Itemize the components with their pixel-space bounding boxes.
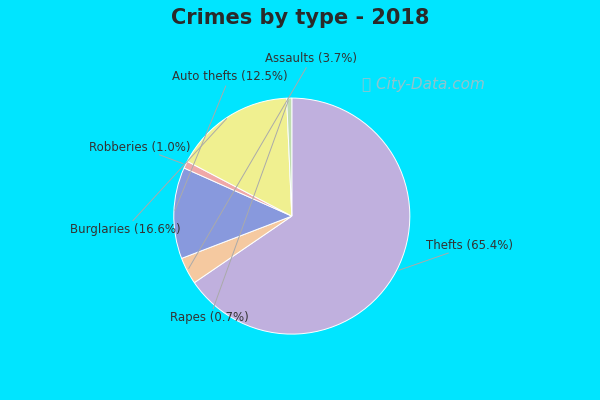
Text: Thefts (65.4%): Thefts (65.4%) bbox=[399, 239, 513, 270]
Wedge shape bbox=[187, 98, 292, 216]
Wedge shape bbox=[174, 168, 292, 258]
Text: ⓘ City-Data.com: ⓘ City-Data.com bbox=[362, 77, 485, 92]
Text: Auto thefts (12.5%): Auto thefts (12.5%) bbox=[172, 70, 287, 210]
Text: Rapes (0.7%): Rapes (0.7%) bbox=[170, 101, 288, 324]
Text: Crimes by type - 2018: Crimes by type - 2018 bbox=[171, 8, 429, 28]
Text: Robberies (1.0%): Robberies (1.0%) bbox=[89, 141, 190, 164]
Wedge shape bbox=[287, 98, 292, 216]
Wedge shape bbox=[194, 98, 410, 334]
Wedge shape bbox=[182, 216, 292, 283]
Text: Burglaries (16.6%): Burglaries (16.6%) bbox=[70, 118, 227, 236]
Wedge shape bbox=[184, 161, 292, 216]
Text: Assaults (3.7%): Assaults (3.7%) bbox=[188, 52, 358, 268]
